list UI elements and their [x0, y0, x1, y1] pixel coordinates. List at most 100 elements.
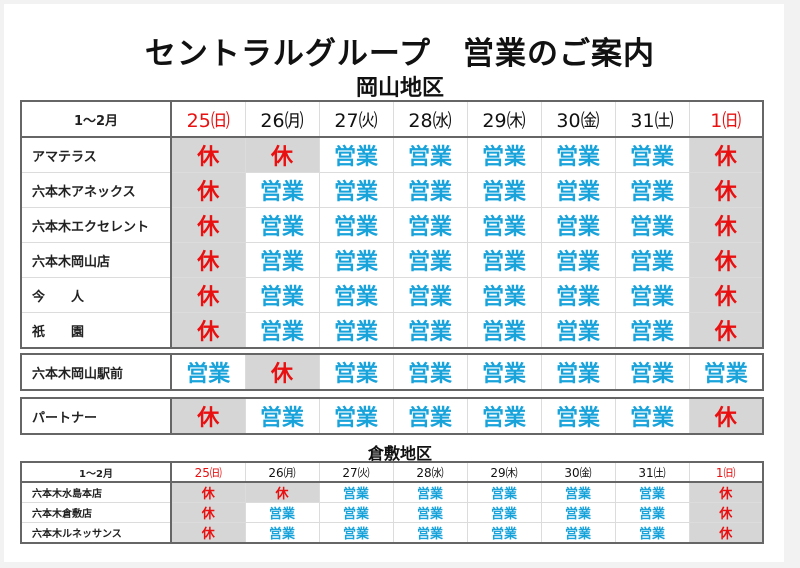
status-open: 営業 — [244, 277, 320, 313]
store-name: 六本木岡山駅前 — [20, 353, 172, 391]
status-closed: 休 — [170, 502, 246, 523]
day-header: 29㈭ — [466, 100, 542, 138]
store-name: アマテラス — [20, 136, 172, 173]
status-open: 営業 — [170, 353, 246, 391]
status-open: 営業 — [392, 207, 468, 243]
status-closed: 休 — [170, 136, 246, 173]
status-open: 営業 — [614, 522, 690, 544]
status-closed: 休 — [688, 207, 764, 243]
status-closed: 休 — [688, 172, 764, 208]
region-title-kurashiki: 倉敷地区 — [367, 444, 432, 463]
status-open: 営業 — [466, 172, 542, 208]
status-open: 営業 — [244, 522, 320, 544]
status-closed: 休 — [244, 481, 320, 503]
status-open: 営業 — [614, 277, 690, 313]
status-open: 営業 — [614, 172, 690, 208]
status-open: 営業 — [466, 502, 542, 523]
store-name: 六本木岡山店 — [20, 242, 172, 278]
store-name: 六本木エクセレント — [20, 207, 172, 243]
status-open: 営業 — [392, 353, 468, 391]
status-open: 営業 — [466, 353, 542, 391]
region-title-okayama: 岡山地区 — [355, 75, 444, 101]
store-row: 六本木ルネッサンス休営業 営業 営業 営業 営業 営業休 — [20, 522, 764, 544]
status-open: 営業 — [540, 277, 616, 313]
day-header: 1㈰ — [688, 100, 764, 138]
kurashiki-schedule-table: 1～2月 25㈰ 26㈪ 27㈫ 28㈬ 29㈭ 30㈮ 31㈯ 1㈰ 六本木水島本店休休営業 営業… — [20, 461, 764, 544]
day-header: 26㈪ — [244, 100, 320, 138]
status-closed: 休 — [170, 312, 246, 349]
status-open: 営業 — [540, 502, 616, 523]
store-row: 六本木倉敷店休営業 営業 営業 営業 営業 営業休 — [20, 502, 764, 523]
status-open: 営業 — [318, 172, 394, 208]
status-open: 営業 — [540, 172, 616, 208]
day-header: 28㈬ — [392, 461, 468, 483]
status-open: 営業 — [318, 522, 394, 544]
day-header: 27㈫ — [318, 461, 394, 483]
month-label: 1～2月 — [20, 461, 172, 483]
status-open: 営業 — [392, 312, 468, 349]
header-row: 1～2月 25㈰ 26㈪ 27㈫ 28㈬ 29㈭ 30㈮ 31㈯ 1㈰ — [20, 461, 764, 483]
status-open: 営業 — [392, 136, 468, 173]
day-header: 31㈯ — [614, 100, 690, 138]
store-row: 六本木岡山駅前 営業休営業 営業 営業 営業 営業 営業 — [20, 353, 764, 391]
status-open: 営業 — [540, 242, 616, 278]
status-open: 営業 — [466, 242, 542, 278]
day-header: 25㈰ — [170, 461, 246, 483]
status-open: 営業 — [318, 207, 394, 243]
header-row: 1～2月 25㈰ 26㈪ 27㈫ 28㈬ 29㈭ 30㈮ 31㈯ 1㈰ — [20, 100, 764, 138]
status-open: 営業 — [614, 502, 690, 523]
status-open: 営業 — [392, 481, 468, 503]
store-name: 祇 園 — [20, 312, 172, 349]
status-open: 営業 — [318, 312, 394, 349]
status-open: 営業 — [318, 242, 394, 278]
status-closed: 休 — [170, 481, 246, 503]
status-open: 営業 — [244, 312, 320, 349]
status-open: 営業 — [540, 207, 616, 243]
status-open: 営業 — [318, 353, 394, 391]
store-row: 六本木水島本店休休営業 営業 営業 営業 営業休 — [20, 481, 764, 503]
okayama-ekimae-table: 六本木岡山駅前 営業休営業 営業 営業 営業 営業 営業 — [20, 353, 764, 391]
status-open: 営業 — [392, 172, 468, 208]
page-title: セントラルグループ 営業のご案内 — [144, 36, 656, 72]
day-header: 28㈬ — [392, 100, 468, 138]
status-closed: 休 — [170, 397, 246, 435]
day-header: 1㈰ — [688, 461, 764, 483]
store-row: 祇 園休営業 営業 営業 営業 営業 営業休 — [20, 312, 764, 349]
status-open: 営業 — [466, 277, 542, 313]
store-name: パートナー — [20, 397, 172, 435]
status-closed: 休 — [688, 397, 764, 435]
status-open: 営業 — [392, 522, 468, 544]
status-open: 営業 — [614, 481, 690, 503]
day-header: 25㈰ — [170, 100, 246, 138]
day-header: 29㈭ — [466, 461, 542, 483]
status-closed: 休 — [170, 207, 246, 243]
status-open: 営業 — [540, 353, 616, 391]
status-closed: 休 — [244, 136, 320, 173]
store-row: アマテラス休休営業 営業 営業 営業 営業休 — [20, 136, 764, 173]
status-open: 営業 — [466, 136, 542, 173]
status-closed: 休 — [244, 353, 320, 391]
status-closed: 休 — [688, 522, 764, 544]
status-closed: 休 — [170, 172, 246, 208]
status-closed: 休 — [688, 481, 764, 503]
status-open: 営業 — [614, 242, 690, 278]
status-open: 営業 — [392, 397, 468, 435]
status-open: 営業 — [540, 397, 616, 435]
day-header: 26㈪ — [244, 461, 320, 483]
status-open: 営業 — [466, 207, 542, 243]
status-open: 営業 — [244, 502, 320, 523]
status-open: 営業 — [614, 397, 690, 435]
status-open: 営業 — [318, 277, 394, 313]
status-open: 営業 — [688, 353, 764, 391]
store-row: 六本木アネックス休営業 営業 営業 営業 営業 営業休 — [20, 172, 764, 208]
day-header: 30㈮ — [540, 100, 616, 138]
status-closed: 休 — [170, 522, 246, 544]
status-open: 営業 — [540, 522, 616, 544]
status-closed: 休 — [170, 242, 246, 278]
status-open: 営業 — [614, 136, 690, 173]
partner-table: パートナー休営業 営業 営業 営業 営業 営業休 — [20, 397, 764, 435]
store-name: 六本木ルネッサンス — [20, 522, 172, 544]
day-header: 30㈮ — [540, 461, 616, 483]
status-open: 営業 — [244, 242, 320, 278]
store-row: 六本木エクセレント休営業 営業 営業 営業 営業 営業休 — [20, 207, 764, 243]
